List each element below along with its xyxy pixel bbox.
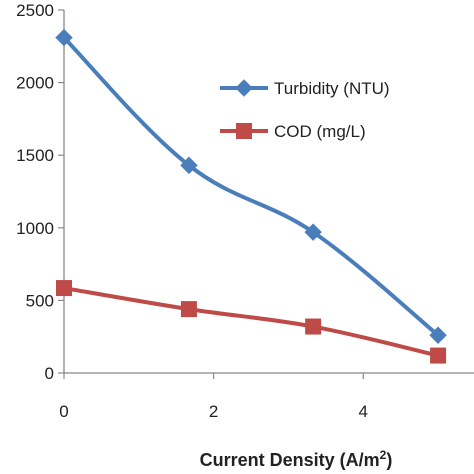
x-axis-label: Current Density (A/m2) — [200, 448, 393, 470]
data-point-2 — [305, 318, 322, 335]
series-line-2 — [62, 286, 441, 358]
x-tick-label: 0 — [59, 402, 68, 421]
legend: Turbidity (NTU) COD (mg/L) — [220, 79, 390, 141]
legend-label-1: Turbidity (NTU) — [274, 79, 390, 98]
y-tick-label: 500 — [26, 291, 54, 310]
data-point-2 — [430, 347, 447, 364]
y-tick-label: 1500 — [16, 146, 54, 165]
y-tick-label: 2000 — [16, 74, 54, 93]
y-axis-ticks: 0 500 1000 1500 2000 2500 — [16, 1, 64, 383]
legend-marker-2 — [236, 123, 252, 139]
series-markers — [55, 28, 447, 364]
axes — [63, 10, 474, 374]
y-tick-label: 1000 — [16, 219, 54, 238]
x-tick-label: 4 — [359, 402, 368, 421]
data-point-1 — [304, 223, 322, 241]
legend-label-2: COD (mg/L) — [274, 122, 366, 141]
x-axis-ticks: 0 2 4 — [59, 373, 368, 421]
data-point-1 — [429, 326, 447, 344]
data-point-1 — [180, 156, 198, 175]
series-line-1 — [62, 35, 441, 338]
legend-marker-1 — [235, 79, 253, 97]
x-axis-label-superscript: 2 — [380, 448, 387, 462]
y-tick-label: 0 — [45, 364, 54, 383]
x-tick-label: 2 — [209, 402, 218, 421]
y-tick-label: 2500 — [16, 1, 54, 20]
series-lines — [62, 35, 441, 358]
data-point-1 — [55, 28, 73, 47]
data-point-2 — [180, 301, 197, 318]
data-point-2 — [56, 280, 72, 297]
